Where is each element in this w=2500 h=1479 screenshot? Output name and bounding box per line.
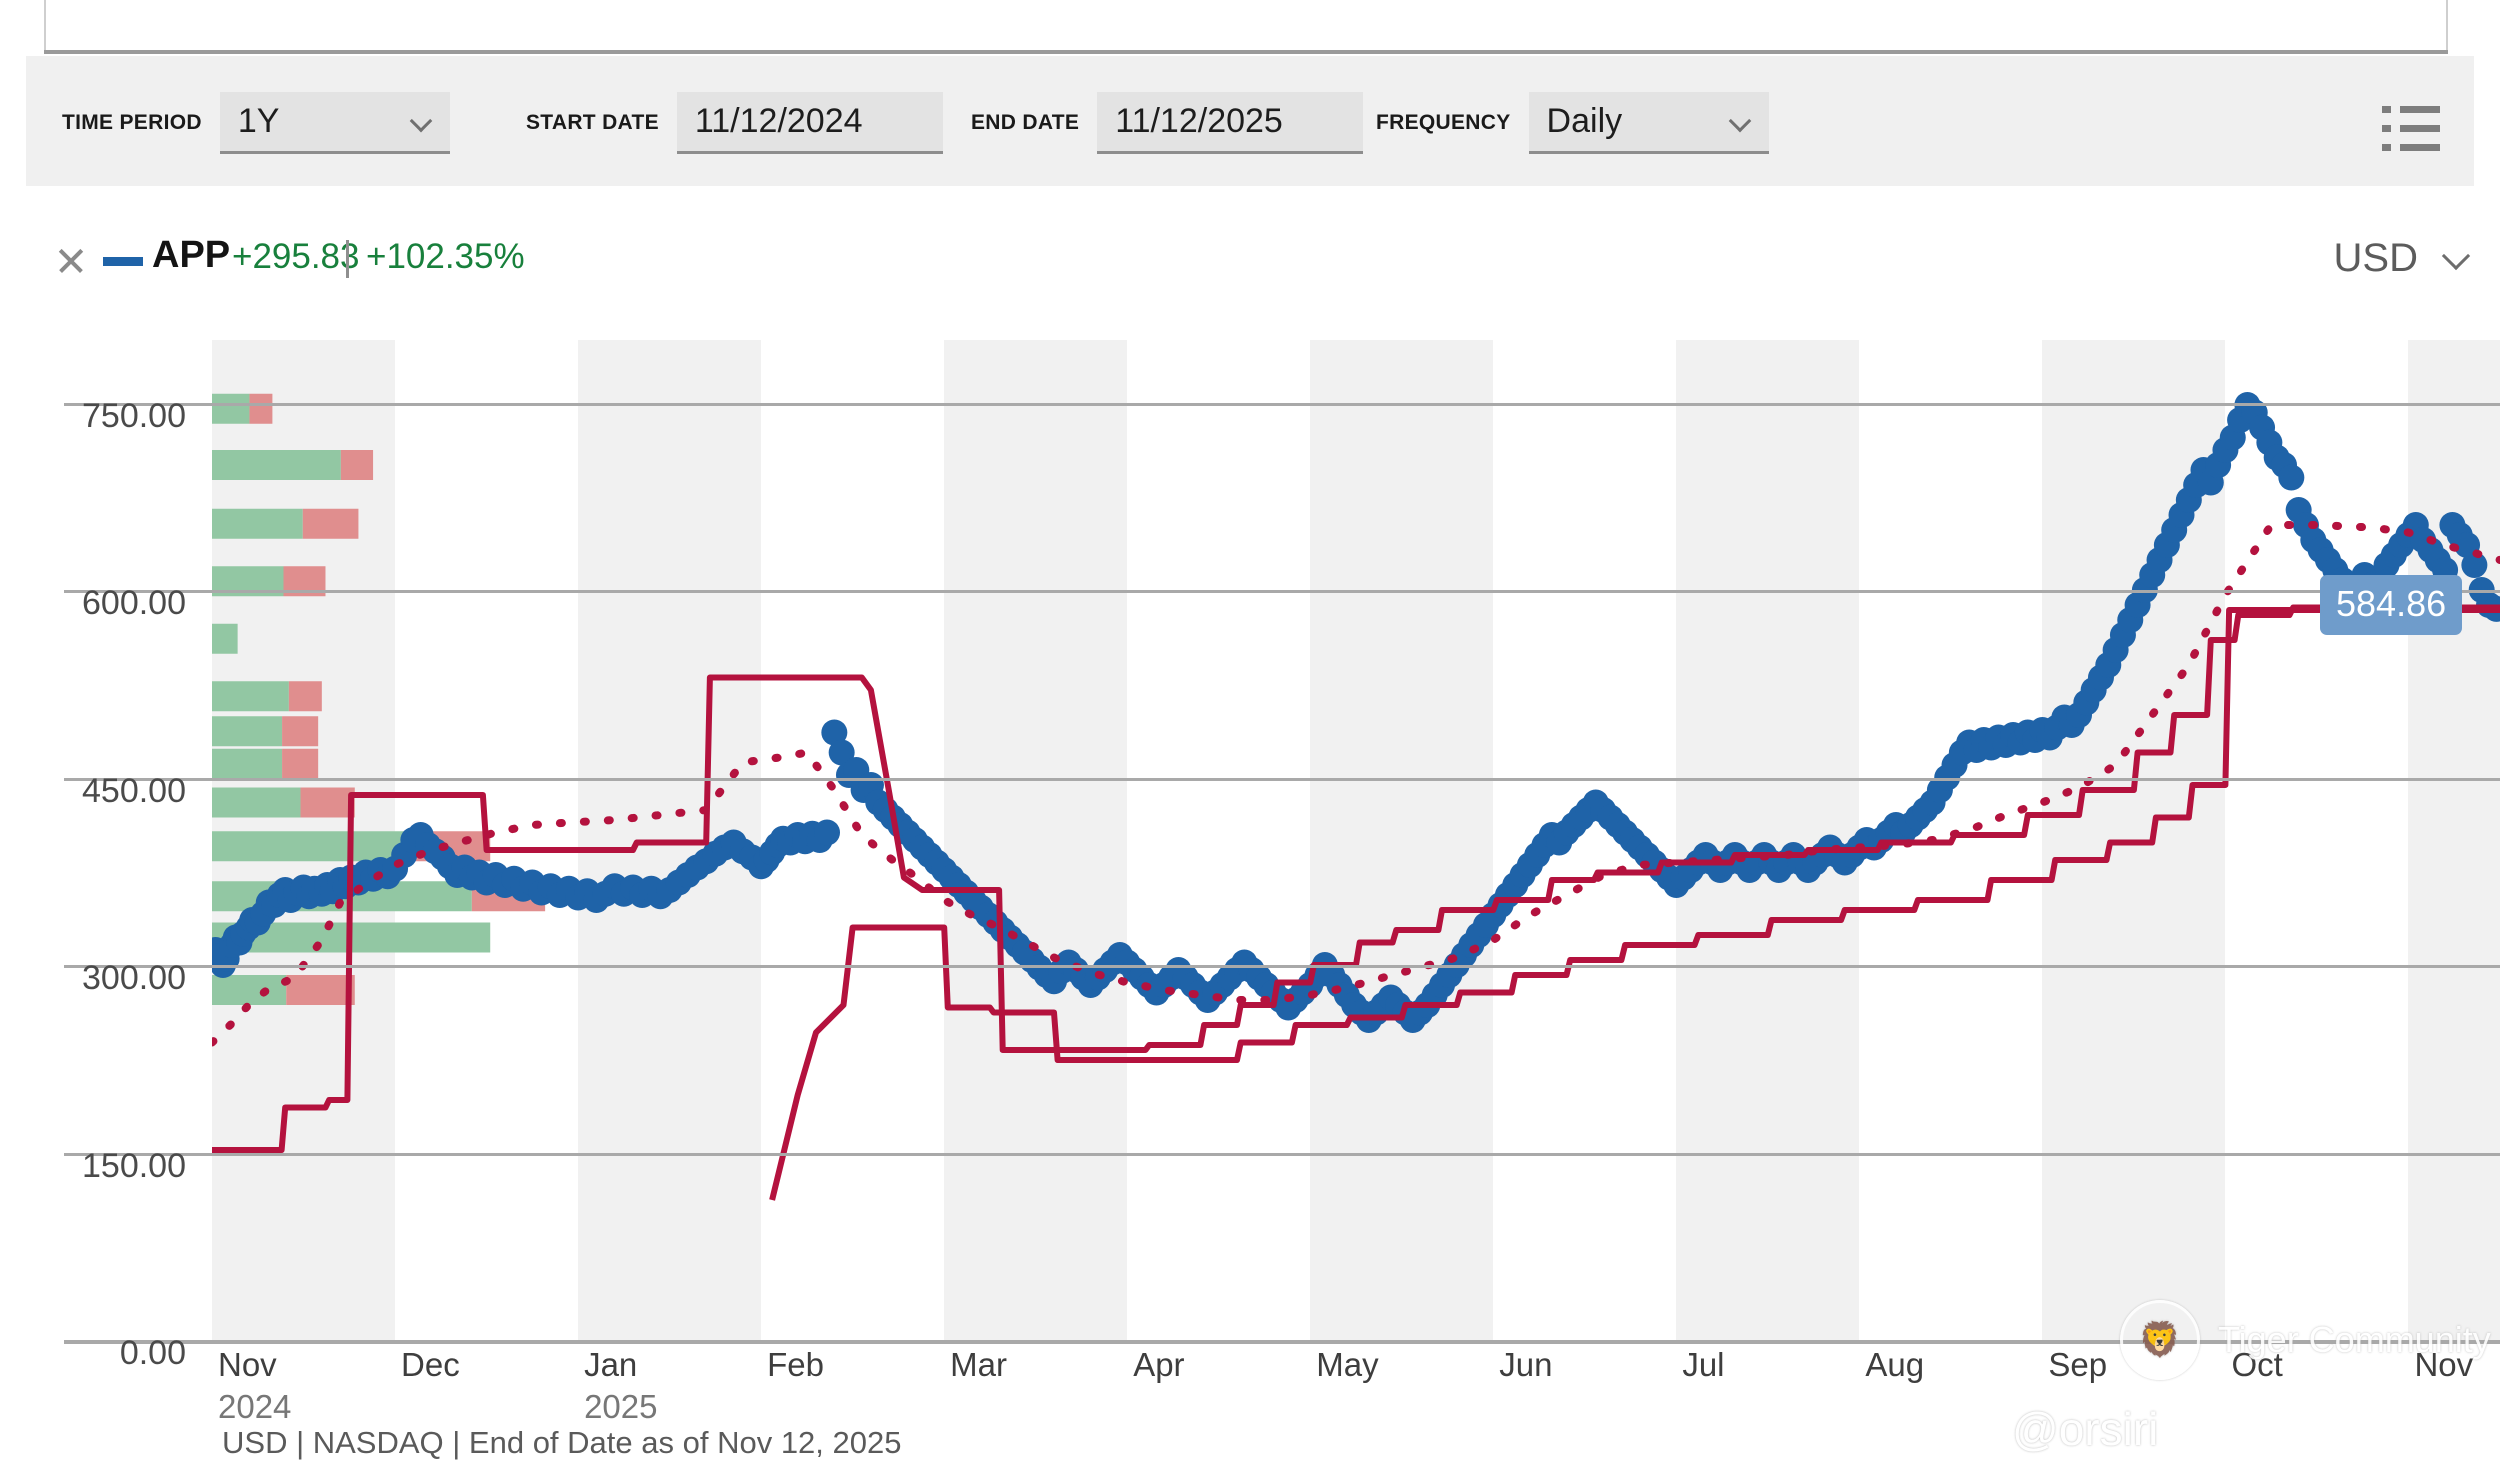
- target-bar-upside: [212, 787, 301, 818]
- target-bar-downside: [282, 748, 319, 779]
- month-band: [944, 340, 1128, 1340]
- end-date-label: END DATE: [971, 111, 1080, 134]
- brand-watermark: 🦁 Tiger Community: [2120, 1300, 2491, 1380]
- last-price-badge: 584.86: [2320, 574, 2463, 635]
- price-point: [821, 719, 848, 746]
- chevron-down-icon: [412, 111, 434, 133]
- time-period-value: 1Y: [237, 102, 280, 140]
- target-bar-downside: [286, 975, 355, 1005]
- x-axis-tick-label: Sep: [2048, 1346, 2108, 1383]
- price-point: [814, 819, 841, 846]
- target-bar-upside: [212, 716, 283, 747]
- tiger-logo-icon: 🦁: [2120, 1300, 2200, 1380]
- x-axis-tick-label: Jan 2025: [584, 1346, 658, 1425]
- y-axis-tick-label: 600.00: [82, 584, 186, 622]
- x-axis-tick-label: Oct: [2231, 1346, 2283, 1383]
- target-bar-upside: [212, 975, 287, 1005]
- start-date-label: START DATE: [526, 111, 659, 134]
- month-band: [2408, 340, 2500, 1340]
- y-axis-tick-label: 150.00: [82, 1146, 186, 1185]
- close-icon[interactable]: [56, 246, 86, 276]
- target-bar-upside: [212, 831, 416, 862]
- frequency-control: FREQUENCY Daily: [1376, 92, 1769, 154]
- y-gridline: [64, 965, 2500, 968]
- target-bar-downside: [288, 681, 322, 712]
- chevron-down-icon: [1731, 111, 1753, 133]
- x-axis-tick-label: May: [1316, 1346, 1379, 1383]
- target-line: [212, 604, 2500, 1153]
- y-axis-tick-label: 450.00: [82, 771, 186, 810]
- frequency-label: FREQUENCY: [1376, 111, 1511, 134]
- currency-select[interactable]: USD: [2334, 236, 2474, 281]
- target-line: [769, 607, 2500, 1201]
- y-gridline: [64, 1340, 2500, 1343]
- top-panel-remnant: [44, 0, 2448, 52]
- x-axis-tick-label: Jun: [1499, 1346, 1553, 1383]
- start-date-value: 11/12/2024: [694, 102, 863, 140]
- x-axis-tick-label: Dec: [401, 1346, 460, 1383]
- start-date-input[interactable]: 11/12/2024: [676, 92, 943, 154]
- legend-separator: [346, 240, 349, 278]
- price-point: [2278, 464, 2305, 491]
- end-date-input[interactable]: 11/12/2025: [1097, 92, 1364, 154]
- time-period-select[interactable]: 1Y: [219, 92, 450, 154]
- price-point: [828, 739, 855, 766]
- chart-series-svg: [212, 392, 2500, 1201]
- target-bar-upside: [212, 681, 289, 712]
- price-point: [2461, 552, 2488, 578]
- start-date-control: START DATE 11/12/2024: [526, 92, 943, 154]
- time-period-label: TIME PERIOD: [62, 111, 202, 134]
- x-axis-tick-label: Feb: [767, 1346, 824, 1383]
- y-axis-tick-label: 0.00: [119, 1334, 186, 1372]
- x-axis-tick-label: Mar: [950, 1346, 1007, 1383]
- end-date-value: 11/12/2025: [1115, 102, 1283, 140]
- x-axis-tick-label: Nov: [2414, 1346, 2474, 1383]
- change-absolute: +295.83: [232, 237, 360, 276]
- target-bar-downside: [282, 716, 319, 747]
- month-band: [1310, 340, 1494, 1340]
- end-date-control: END DATE 11/12/2025: [971, 92, 1364, 154]
- y-axis-tick-label: 750.00: [82, 396, 186, 435]
- target-bar-upside: [212, 450, 341, 480]
- y-gridline: [64, 402, 2500, 406]
- target-bar-upside: [212, 393, 250, 424]
- frequency-value: Daily: [1546, 102, 1623, 140]
- series-legend-row: APP +295.83 +102.35% USD: [0, 228, 2500, 308]
- chart-source-note: USD | NASDAQ | End of Date as of Nov 12,…: [222, 1425, 902, 1460]
- y-gridline: [64, 1152, 2500, 1156]
- target-bar-upside: [212, 508, 303, 539]
- price-target-chart: 0.00 150.00 300.00 450.00 600.00 750.00 Nov 202…: [0, 320, 2500, 1425]
- panel-divider: [44, 50, 2448, 54]
- x-axis-tick-label: Aug: [1865, 1346, 1925, 1383]
- target-bar-downside: [340, 450, 374, 480]
- change-percent: +102.35%: [366, 237, 525, 276]
- list-view-icon[interactable]: [2382, 106, 2440, 152]
- target-bar-downside: [249, 393, 273, 424]
- target-bar-upside: [212, 748, 283, 779]
- target-bar-downside: [302, 508, 359, 539]
- x-axis-tick-label: Jul: [1682, 1346, 1725, 1383]
- brand-watermark-text: Tiger Community: [2218, 1319, 2491, 1360]
- x-axis-tick-label: Nov 2024: [218, 1346, 292, 1425]
- frequency-select[interactable]: Daily: [1528, 92, 1769, 154]
- time-period-control: TIME PERIOD 1Y: [62, 92, 450, 154]
- ticker-symbol[interactable]: APP: [152, 234, 231, 276]
- user-handle-watermark: @orsiri: [2012, 1403, 2159, 1455]
- target-bar-downside: [300, 787, 355, 818]
- plot-area: 0.00 150.00 300.00 450.00 600.00 750.00 Nov 202…: [64, 340, 2500, 1425]
- y-axis-tick-label: 300.00: [82, 959, 186, 997]
- target-bar-upside: [212, 623, 238, 654]
- chevron-down-icon: [2444, 244, 2474, 274]
- x-axis-tick-label: Apr: [1133, 1346, 1185, 1383]
- currency-value: USD: [2333, 236, 2418, 280]
- y-gridline: [64, 590, 2500, 593]
- series-color-swatch: [103, 257, 143, 266]
- y-gridline: [64, 777, 2500, 781]
- chart-controls-toolbar: TIME PERIOD 1Y START DATE 11/12/2024 END…: [26, 56, 2474, 186]
